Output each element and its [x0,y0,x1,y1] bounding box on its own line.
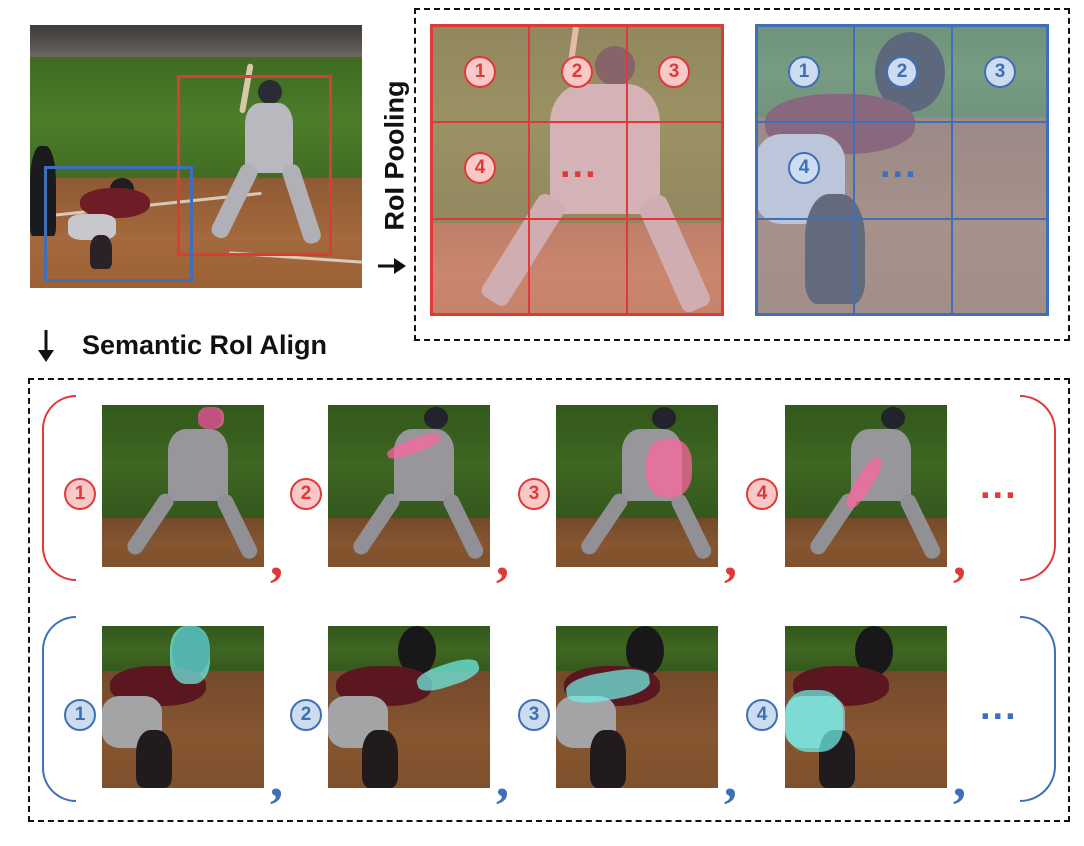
grid-number-1-red: 1 [464,56,496,88]
catcher-separator-comma: , [270,751,283,808]
batter-part-thumbnail-2 [328,405,490,567]
batter-row-ellipsis: ... [980,465,1018,507]
batter-right-bracket [1020,395,1056,581]
semantic-roi-align-frame [28,378,1070,822]
batter-pooled-image [430,24,724,316]
catcher-part-thumbnail-1 [102,626,264,788]
batter-part-mask-1 [198,407,224,429]
catcher-separator-comma: , [953,751,966,808]
catcher-part-number-1: 1 [64,699,96,731]
semantic-roi-align-arrow [34,328,58,364]
catcher-row-ellipsis: ... [980,686,1018,728]
grid-number-2-blue: 2 [886,56,918,88]
catcher-right-bracket [1020,616,1056,802]
catcher-bounding-box [44,166,193,282]
batter-part-number-3: 3 [518,478,550,510]
grid-number-3-red: 3 [658,56,690,88]
grid-number-4-blue: 4 [788,152,820,184]
batter-separator-comma: , [270,530,283,587]
catcher-separator-comma: , [496,751,509,808]
source-photo [30,25,362,288]
batter-part-thumbnail-3 [556,405,718,567]
grid-ellipsis-blue: ... [880,144,918,186]
catcher-part-mask-1 [170,626,210,684]
grid-number-2-red: 2 [561,56,593,88]
batter-part-mask-3 [646,439,692,497]
grid-number-3-blue: 3 [984,56,1016,88]
catcher-part-number-2: 2 [290,699,322,731]
catcher-part-number-4: 4 [746,699,778,731]
grid-ellipsis-red: ... [560,144,598,186]
semantic-roi-align-label: Semantic RoI Align [82,330,328,360]
catcher-part-thumbnail-3 [556,626,718,788]
batter-part-thumbnail-4 [785,405,947,567]
batter-separator-comma: , [496,530,509,587]
batter-separator-comma: , [724,530,737,587]
catcher-part-thumbnail-2 [328,626,490,788]
catcher-separator-comma: , [724,751,737,808]
batter-part-number-4: 4 [746,478,778,510]
catcher-part-thumbnail-4 [785,626,947,788]
roi-pooling-frame [414,8,1070,341]
catcher-part-number-3: 3 [518,699,550,731]
roi-pooling-arrow [376,250,406,282]
batter-part-number-2: 2 [290,478,322,510]
batter-part-number-1: 1 [64,478,96,510]
grid-number-4-red: 4 [464,152,496,184]
grid-number-1-blue: 1 [788,56,820,88]
batter-bounding-box [177,75,332,256]
batter-part-thumbnail-1 [102,405,264,567]
batter-separator-comma: , [953,530,966,587]
catcher-part-mask-4 [785,690,843,752]
roi-pooling-label: RoI Pooling [379,80,410,231]
